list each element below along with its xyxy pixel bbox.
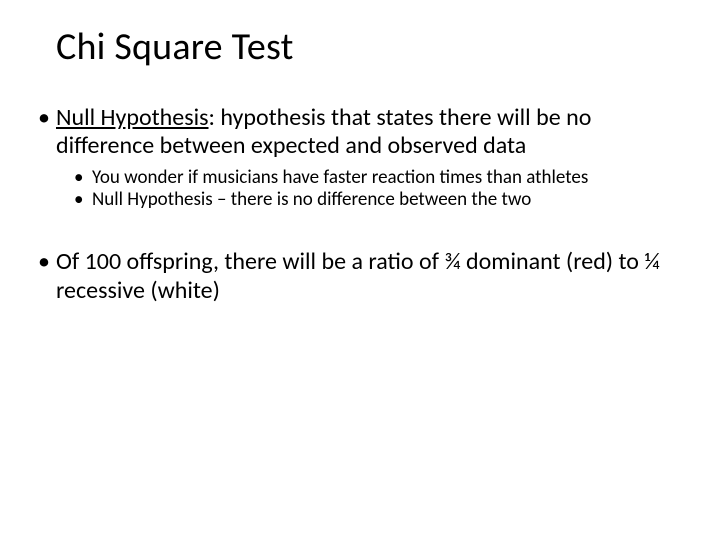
spacer	[38, 228, 682, 248]
bullet-item: Null Hypothesis: hypothesis that states …	[38, 104, 682, 212]
slide: Chi Square Test Null Hypothesis: hypothe…	[0, 0, 720, 540]
bullet-list: Null Hypothesis: hypothesis that states …	[38, 104, 682, 212]
bullet-item: Of 100 offspring, there will be a ratio …	[38, 248, 682, 305]
bullet-term: Null Hypothesis	[56, 103, 209, 132]
sub-bullet-list: You wonder if musicians have faster reac…	[56, 167, 682, 213]
bullet-list: Of 100 offspring, there will be a ratio …	[38, 248, 682, 305]
sub-bullet-item: Null Hypothesis – there is no difference…	[74, 189, 682, 212]
slide-title: Chi Square Test	[56, 24, 682, 70]
sub-bullet-item: You wonder if musicians have faster reac…	[74, 167, 682, 190]
